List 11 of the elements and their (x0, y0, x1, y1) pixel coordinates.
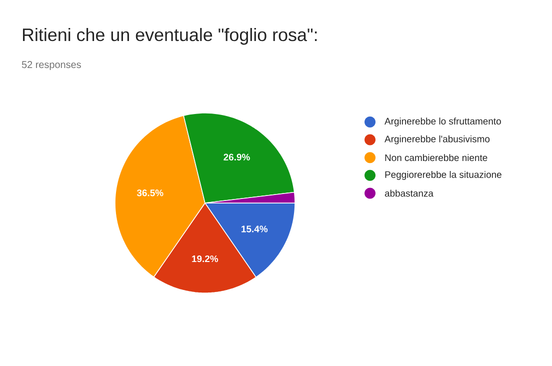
legend-label: Arginerebbe lo sfruttamento (384, 118, 501, 126)
chart-subtitle: 52 responses (22, 61, 81, 70)
legend-label: abbastanza (384, 190, 434, 197)
data-label: 15.4% (242, 226, 268, 232)
data-label: 26.9% (224, 154, 250, 160)
legend-label: Peggiorerebbe la situazione (385, 170, 502, 180)
chart-title: Ritieni che un eventuale "foglio rosa": (22, 28, 317, 45)
data-label: 19.2% (192, 255, 218, 262)
legend-label: Arginerebbe l'abusivismo (384, 135, 490, 144)
data-label: 36.5% (136, 190, 164, 196)
legend-label: Non cambierebbe niente (385, 154, 488, 162)
